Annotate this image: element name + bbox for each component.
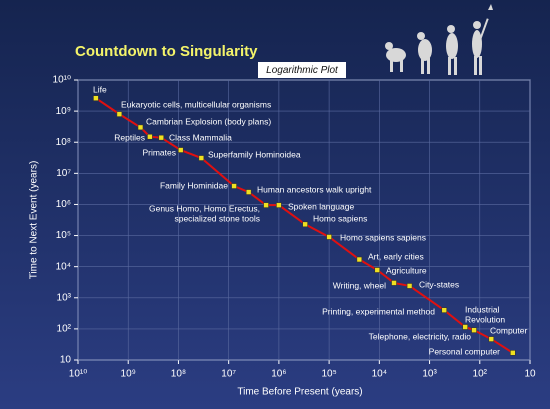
point-label: Homo sapiens sapiens <box>340 232 426 242</box>
y-tick-label: 10² <box>57 324 72 335</box>
x-tick-label: 10⁸ <box>171 369 186 380</box>
y-tick-label: 10 <box>60 355 72 366</box>
evolution-silhouettes <box>385 4 493 75</box>
y-tick-label: 10⁷ <box>56 168 71 179</box>
point-label: Primates <box>142 147 176 157</box>
data-point <box>462 324 469 330</box>
point-label: Agriculture <box>386 265 427 275</box>
x-tick-label: 10² <box>473 369 488 380</box>
point-label: Printing, experimental method <box>322 306 435 316</box>
x-tick-label: 10¹⁰ <box>69 369 87 380</box>
point-label: Human ancestors walk upright <box>257 184 372 194</box>
data-point <box>147 133 153 140</box>
point-label: Telephone, electricity, radio <box>369 331 472 341</box>
data-point <box>263 202 269 208</box>
point-label: Class Mammalia <box>169 132 232 142</box>
data-point <box>116 111 123 117</box>
data-point <box>302 221 308 228</box>
x-tick-label: 10³ <box>422 369 437 380</box>
point-label: specialized stone tools <box>174 213 260 223</box>
point-label: Life <box>93 84 107 94</box>
y-axis-label: Time to Next Event (years) <box>29 161 40 280</box>
point-label: Computer <box>490 325 527 335</box>
point-label: Superfamily Hominoidea <box>208 149 301 159</box>
data-point <box>441 307 448 313</box>
data-point <box>231 183 237 189</box>
subtitle: Logarithmic Plot <box>266 65 339 76</box>
x-tick-label: 10⁶ <box>271 369 286 380</box>
y-tick-label: 10⁵ <box>56 230 71 241</box>
point-label: Art, early cities <box>368 251 424 261</box>
y-tick-label: 10³ <box>57 292 72 303</box>
y-tick-label: 10⁸ <box>56 137 71 148</box>
data-point <box>326 234 332 240</box>
data-line <box>95 97 514 354</box>
data-point <box>391 280 397 286</box>
point-label: Personal computer <box>429 346 501 356</box>
data-point <box>158 134 165 141</box>
point-label: Writing, wheel <box>333 280 386 290</box>
point-label: Family Hominidae <box>160 180 228 190</box>
data-point <box>93 95 99 102</box>
data-point <box>488 336 495 342</box>
point-label: Reptiles <box>114 132 145 142</box>
data-point <box>198 155 205 161</box>
y-tick-label: 10¹⁰ <box>53 75 71 86</box>
data-point <box>276 202 282 208</box>
point-label: Cambrian Explosion (body plans) <box>146 116 271 126</box>
point-label: City-states <box>419 279 459 289</box>
x-tick-label: 10⁷ <box>221 369 236 380</box>
point-label: Spoken language <box>288 201 354 211</box>
point-label: Homo sapiens <box>313 213 367 223</box>
data-point <box>137 124 144 131</box>
data-point <box>510 350 516 356</box>
point-label: Genus Homo, Homo Erectus, <box>149 203 260 213</box>
x-tick-label: 10⁹ <box>121 369 136 380</box>
subtitle-box <box>258 62 346 78</box>
point-label: Revolution <box>465 314 505 324</box>
data-point <box>356 256 363 263</box>
data-point <box>374 267 381 273</box>
point-label: Eukaryotic cells, multicellular organism… <box>121 99 271 109</box>
x-axis-label: Time Before Present (years) <box>237 387 362 398</box>
point-label: Industrial <box>465 304 500 314</box>
x-tick-label: 10⁴ <box>372 369 387 380</box>
y-tick-label: 10⁴ <box>56 261 71 272</box>
x-tick-label: 10 <box>524 369 536 380</box>
x-tick-label: 10⁵ <box>321 369 336 380</box>
data-point <box>406 283 413 289</box>
data-point <box>177 147 184 153</box>
y-tick-label: 10⁹ <box>56 106 71 117</box>
data-point <box>245 189 252 195</box>
data-point <box>471 327 477 333</box>
chart-title: Countdown to Singularity <box>75 43 258 60</box>
y-tick-label: 10⁶ <box>56 199 71 210</box>
